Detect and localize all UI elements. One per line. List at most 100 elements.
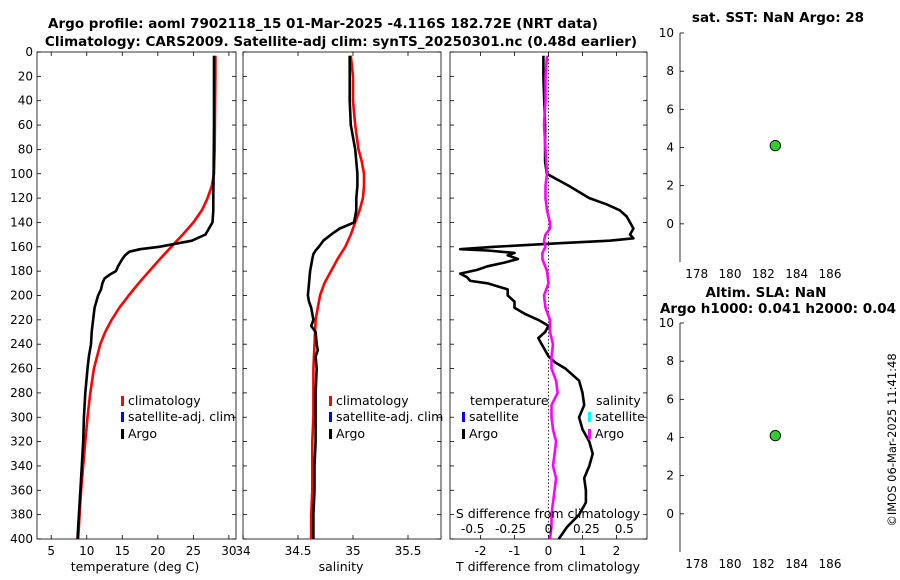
x-tick-label: 0 — [545, 544, 553, 558]
sla-x-tick-label: 182 — [752, 557, 775, 571]
x-tick-label: 15 — [115, 544, 130, 558]
sla-y-tick-label: 4 — [666, 431, 674, 445]
sla-panel-title-line2: Argo h1000: 0.041 h2000: 0.04 — [660, 301, 896, 317]
y-tick-label: 400 — [10, 532, 33, 546]
x-tick-label: 20 — [150, 544, 165, 558]
sst-x-tick-label: 182 — [752, 267, 775, 281]
sla-x-tick-label: 178 — [685, 557, 708, 571]
s-diff-tick-label: 0 — [545, 522, 553, 536]
temperature-difference-line — [458, 55, 635, 540]
sla-x-tick-label: 184 — [785, 557, 808, 571]
salinity-difference-line — [541, 55, 559, 540]
y-tick-label: 160 — [10, 240, 33, 254]
x-tick-label: 34 — [235, 544, 250, 558]
y-tick-label: 80 — [18, 142, 33, 156]
x-tick-label: 2 — [613, 544, 621, 558]
sst-x-tick-label: 184 — [785, 267, 808, 281]
x-tick-label: 35.5 — [395, 544, 422, 558]
legend-temperature-title: temperature — [470, 393, 549, 408]
s-diff-tick-label: 0.5 — [615, 522, 634, 536]
legend-salinity-title: salinity — [596, 393, 641, 408]
sla-data-point — [769, 429, 781, 442]
x-tick-label: -2 — [475, 544, 487, 558]
legend-sal-satellite-swatch — [329, 412, 332, 422]
sla-y-tick-label: 6 — [666, 392, 674, 406]
legend-sal-diff-satellite-swatch — [588, 412, 591, 422]
legend-temp-satellite-label: satellite-adj. clim — [128, 409, 235, 424]
y-tick-label: 0 — [25, 45, 33, 59]
sla-y-tick-label: 2 — [666, 469, 674, 483]
sst-x-tick-label: 178 — [685, 267, 708, 281]
legend-temp-diff-satellite-swatch — [462, 412, 465, 422]
legend-sal-climatology-swatch — [329, 396, 332, 406]
legend-temp-argo-swatch — [121, 429, 124, 439]
plot-frame — [242, 51, 442, 540]
y-tick-label: 360 — [10, 483, 33, 497]
y-tick-label: 40 — [18, 94, 33, 108]
s-diff-tick-label: 0.25 — [573, 522, 600, 536]
sla-panel-title-line1: Altim. SLA: NaN — [706, 285, 827, 301]
x-tick-label: 34.5 — [285, 544, 312, 558]
sla-y-tick-label: 0 — [666, 507, 674, 521]
legend-sal-climatology-label: climatology — [336, 393, 409, 408]
argo-salinity-line — [306, 55, 359, 539]
y-tick-label: 320 — [10, 435, 33, 449]
legend-temp-climatology-label: climatology — [128, 393, 201, 408]
y-tick-label: 220 — [10, 313, 33, 327]
y-tick-label: 120 — [10, 191, 33, 205]
y-tick-label: 300 — [10, 410, 33, 424]
temperature-xlabel: temperature (deg C) — [71, 559, 200, 574]
x-tick-label: 35 — [345, 544, 360, 558]
sst-y-tick-label: 8 — [666, 64, 674, 78]
y-tick-label: 280 — [10, 386, 33, 400]
sst-panel-title: sat. SST: NaN Argo: 28 — [692, 10, 864, 26]
legend-sal-diff-argo-swatch — [588, 429, 591, 439]
y-tick-label: 340 — [10, 459, 33, 473]
sla-panel: 0 2 4 6 8 10 178 180 182 184 186 — [659, 316, 842, 571]
legend-sal-argo-swatch — [329, 429, 332, 439]
sla-x-tick-label: 186 — [819, 557, 842, 571]
sst-y-tick-label: 2 — [666, 179, 674, 193]
y-tick-label: 140 — [10, 215, 33, 229]
x-tick-label: 5 — [47, 544, 55, 558]
temperature-panel: 0 20 40 60 80 100 120 140 160 180 200 220 240 260 280 3… — [10, 45, 236, 558]
climatology-salinity-line — [309, 55, 366, 539]
sst-y-tick-label: 6 — [666, 102, 674, 116]
y-tick-label: 100 — [10, 167, 33, 181]
legend-temp-diff-satellite-label: satellite — [469, 409, 519, 424]
s-diff-tick-label: -0.25 — [495, 522, 526, 536]
legend-temp-diff-argo-label: Argo — [469, 426, 498, 441]
sst-y-tick-label: 0 — [666, 217, 674, 231]
legend-temp-argo-label: Argo — [128, 426, 157, 441]
legend-temp-satellite-swatch — [121, 412, 124, 422]
sla-y-tick-label: 8 — [666, 354, 674, 368]
y-tick-label: 20 — [18, 69, 33, 83]
legend-sal-satellite-label: satellite-adj. clim — [336, 409, 443, 424]
legend-sal-diff-argo-label: Argo — [595, 426, 624, 441]
x-tick-label: 25 — [186, 544, 201, 558]
sla-x-tick-label: 180 — [719, 557, 742, 571]
s-diff-tick-label: -0.5 — [461, 522, 484, 536]
y-tick-label: 380 — [10, 508, 33, 522]
t-difference-xlabel: T difference from climatology — [455, 559, 641, 574]
y-tick-label: 260 — [10, 362, 33, 376]
y-tick-label: 60 — [18, 118, 33, 132]
imos-timestamp: ©IMOS 06-Mar-2025 11:41:48 — [885, 353, 899, 526]
y-tick-label: 180 — [10, 264, 33, 278]
sst-data-point — [769, 139, 781, 152]
sst-x-tick-label: 186 — [819, 267, 842, 281]
difference-panel: -2 -1 0 1 2-0.5 -0.25 0 0.25 0.5temperaturesatel… — [449, 51, 648, 558]
sst-panel: 0 2 4 6 8 10 178 180 182 184 186 — [659, 26, 842, 281]
y-tick-label: 200 — [10, 289, 33, 303]
y-tick-label: 240 — [10, 337, 33, 351]
plot-frame — [36, 51, 237, 540]
sst-y-tick-label: 4 — [666, 141, 674, 155]
chart-title-line2: Climatology: CARS2009. Satellite-adj cli… — [45, 34, 637, 50]
argo-temperature-line — [76, 55, 216, 540]
x-tick-label: 30 — [221, 544, 236, 558]
sla-y-tick-label: 10 — [659, 316, 674, 330]
x-tick-label: 10 — [79, 544, 94, 558]
x-tick-label: 1 — [579, 544, 587, 558]
sst-x-tick-label: 180 — [719, 267, 742, 281]
